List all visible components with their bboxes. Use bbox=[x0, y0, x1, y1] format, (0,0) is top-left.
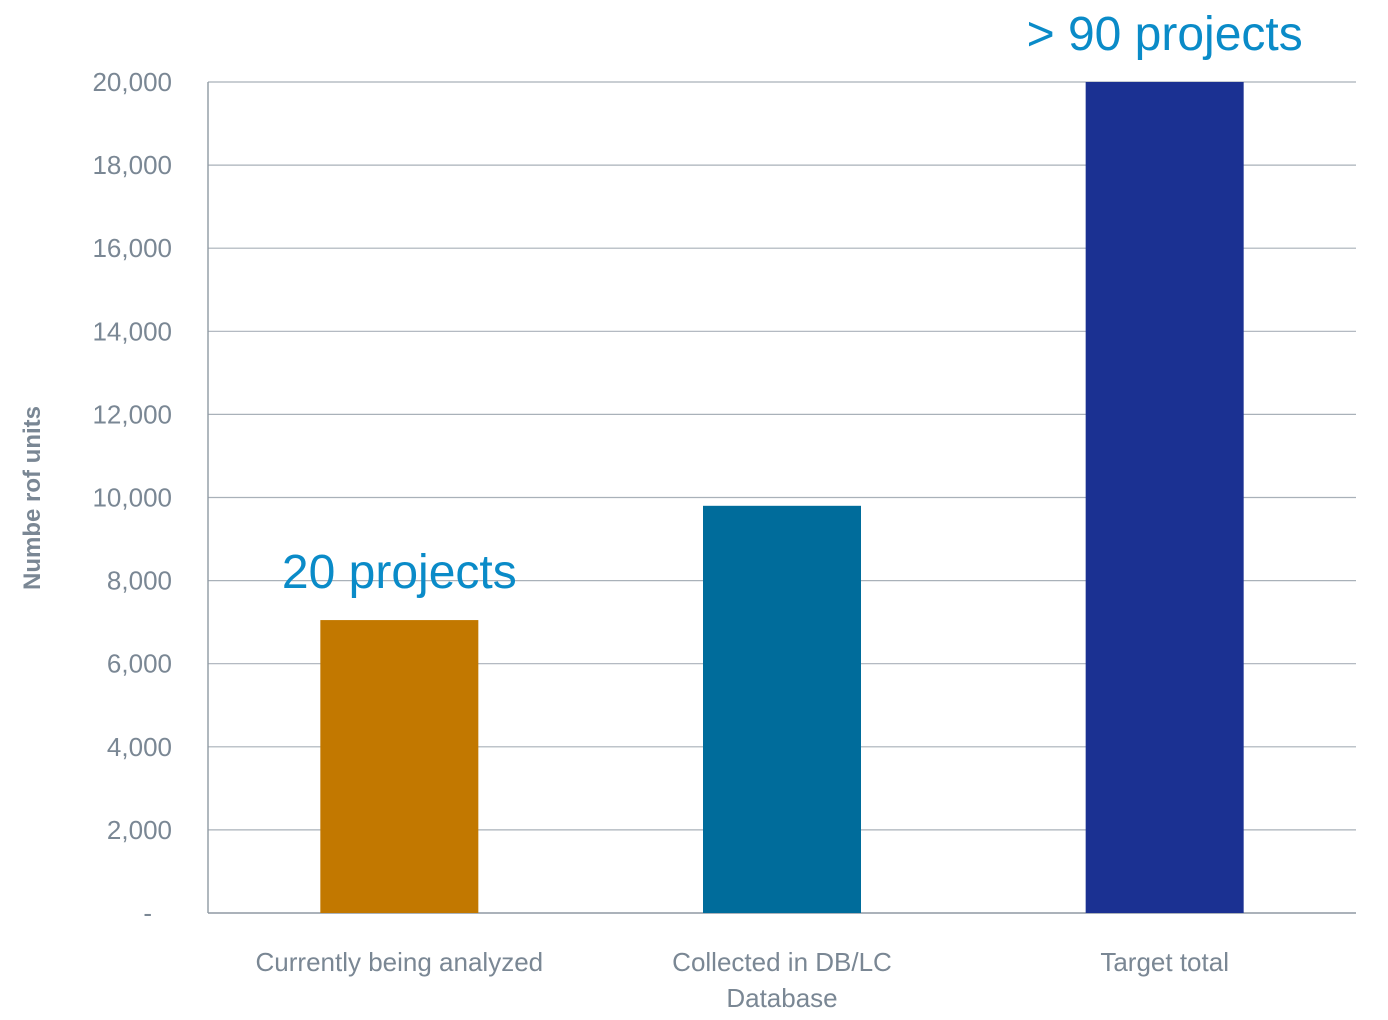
x-category-label: Currently being analyzed bbox=[256, 947, 544, 977]
bar-annotation: 20 projects bbox=[282, 546, 517, 599]
y-tick-label: 2,000 bbox=[107, 815, 172, 845]
bar bbox=[703, 505, 861, 913]
x-axis-categories: Currently being analyzed Collected in DB/… bbox=[256, 947, 1229, 1013]
y-tick-label: 20,000 bbox=[92, 67, 172, 97]
y-axis-title: Numbe rof units bbox=[19, 406, 46, 590]
bar bbox=[320, 620, 479, 913]
bar bbox=[1085, 82, 1244, 913]
annotations: 20 projects > 90 projects bbox=[282, 8, 1303, 599]
y-tick-label: 14,000 bbox=[92, 316, 172, 346]
x-category-label: Collected in DB/LC Database bbox=[672, 947, 892, 1013]
x-category-label: Target total bbox=[1100, 947, 1229, 977]
y-tick-label: 12,000 bbox=[92, 399, 172, 429]
bars bbox=[320, 82, 1244, 913]
y-tick-label: 16,000 bbox=[92, 233, 172, 263]
y-tick-label: - bbox=[143, 898, 152, 928]
y-tick-label: 18,000 bbox=[92, 150, 172, 180]
y-axis-ticks: - 2,000 4,000 6,000 8,000 10,000 12,000 14,000 1… bbox=[92, 67, 172, 928]
y-tick-label: 6,000 bbox=[107, 649, 172, 679]
y-tick-label: 10,000 bbox=[92, 483, 172, 513]
y-tick-label: 8,000 bbox=[107, 566, 172, 596]
bar-annotation: > 90 projects bbox=[1027, 8, 1303, 61]
y-tick-label: 4,000 bbox=[107, 732, 172, 762]
